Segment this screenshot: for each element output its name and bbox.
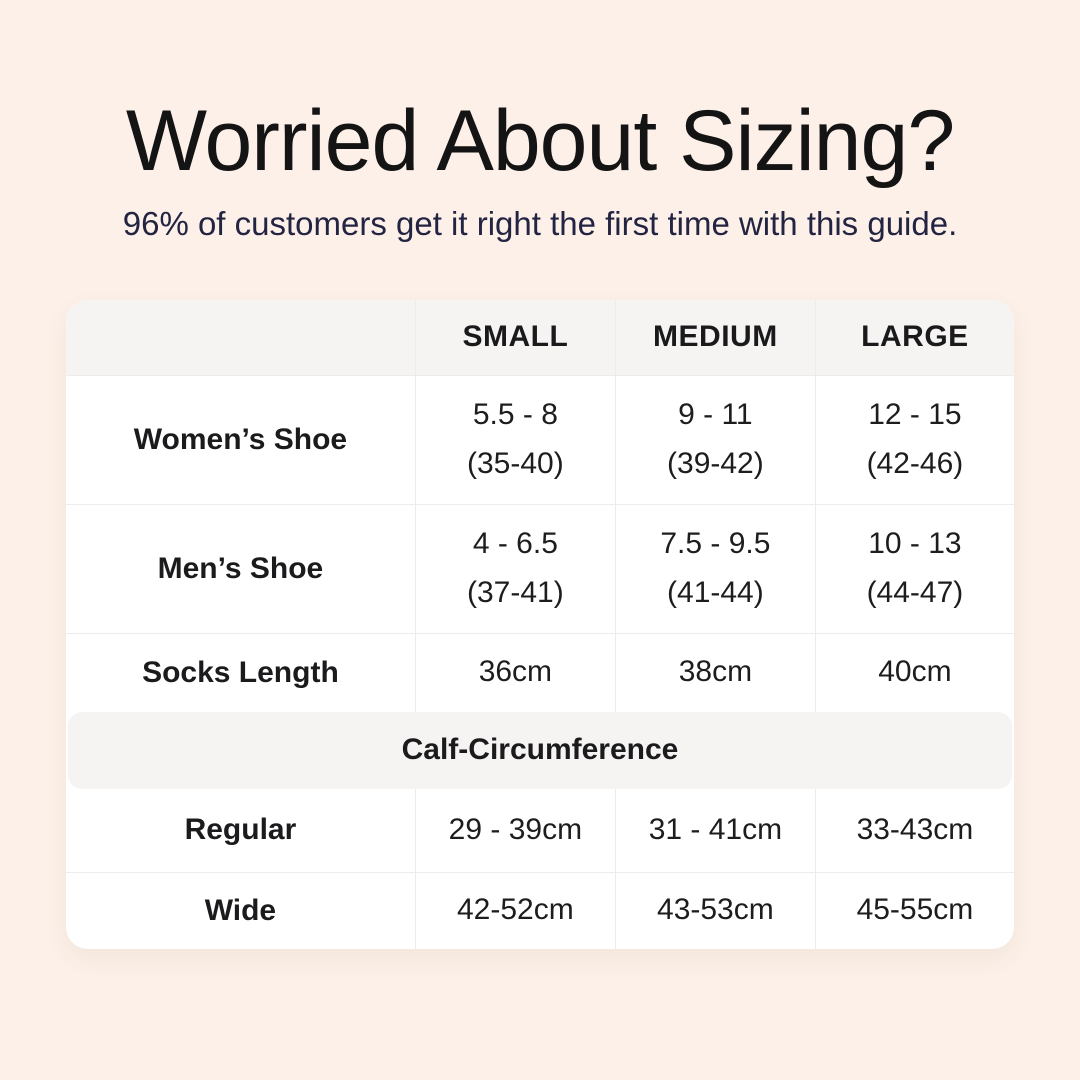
- size-value-cell: 5.5 - 8 (35-40): [414, 375, 615, 504]
- table-row-wide: Wide 42-52cm 43-53cm 45-55cm: [66, 871, 1014, 949]
- size-range: 5.5 - 8: [472, 398, 558, 432]
- size-value-cell: 31 - 41cm: [614, 788, 815, 872]
- column-header-medium: MEDIUM: [614, 299, 815, 375]
- size-range-eu: (35-40): [467, 446, 564, 480]
- size-value-cell: 33-43cm: [814, 788, 1014, 872]
- section-header-calf-circumference: Calf-Circumference: [68, 711, 1012, 789]
- page-title: Worried About Sizing?: [125, 93, 955, 189]
- table-row-mens-shoe: Men’s Shoe 4 - 6.5 (37-41) 7.5 - 9.5 (41…: [66, 503, 1014, 633]
- size-range: 10 - 13: [868, 527, 962, 561]
- size-range-eu: (44-47): [866, 575, 964, 609]
- size-value-cell: 43-53cm: [614, 872, 815, 949]
- size-range-eu: (37-41): [467, 575, 564, 609]
- size-value-cell: 45-55cm: [814, 872, 1014, 949]
- row-label: Women’s Shoe: [133, 422, 348, 456]
- size-value-cell: 40cm: [814, 633, 1014, 712]
- size-range: 12 - 15: [868, 398, 962, 432]
- size-range-eu: (39-42): [667, 446, 764, 480]
- column-header-large: LARGE: [814, 299, 1014, 375]
- table-row-socks-length: Socks Length 36cm 38cm 40cm: [66, 632, 1014, 712]
- row-label: Socks Length: [142, 655, 339, 689]
- column-header-small: SMALL: [414, 299, 615, 375]
- size-value-cell: 42-52cm: [414, 872, 615, 949]
- corner-cell: [66, 300, 415, 375]
- table-row-regular: Regular 29 - 39cm 31 - 41cm 33-43cm: [66, 788, 1014, 872]
- size-value-cell: 38cm: [614, 633, 815, 712]
- table-row-womens-shoe: Women’s Shoe 5.5 - 8 (35-40) 9 - 11 (39-…: [66, 374, 1014, 504]
- size-range-eu: (42-46): [866, 446, 964, 480]
- size-value-cell: 36cm: [414, 633, 615, 712]
- row-label: Regular: [184, 813, 297, 847]
- size-range: 7.5 - 9.5: [660, 527, 771, 561]
- size-value-cell: 7.5 - 9.5 (41-44): [614, 504, 815, 633]
- size-value-cell: 29 - 39cm: [414, 788, 615, 872]
- table-header-row: SMALL MEDIUM LARGE: [66, 299, 1014, 375]
- size-chart-card: SMALL MEDIUM LARGE Women’s Shoe 5.5 - 8 …: [66, 299, 1014, 949]
- size-value-cell: 4 - 6.5 (37-41): [414, 504, 615, 633]
- row-label: Men’s Shoe: [157, 551, 324, 585]
- size-range-eu: (41-44): [667, 575, 764, 609]
- page-subtitle: 96% of customers get it right the first …: [122, 205, 958, 242]
- size-value-cell: 9 - 11 (39-42): [614, 375, 815, 504]
- row-label: Wide: [204, 893, 277, 927]
- size-range: 9 - 11: [678, 398, 753, 432]
- size-value-cell: 12 - 15 (42-46): [814, 375, 1014, 504]
- size-range: 4 - 6.5: [472, 527, 558, 561]
- size-value-cell: 10 - 13 (44-47): [814, 504, 1014, 633]
